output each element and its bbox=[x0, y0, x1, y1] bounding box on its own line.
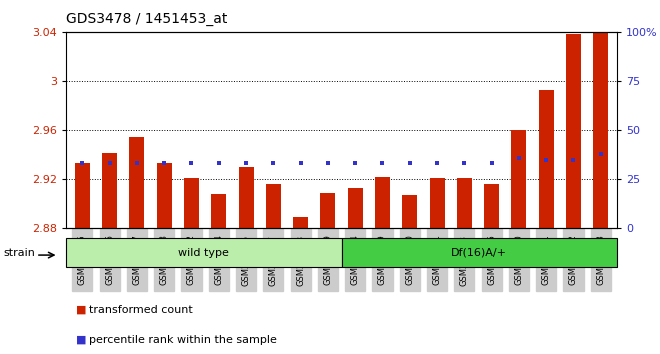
Bar bbox=[593, 32, 609, 228]
Bar bbox=[66, 238, 342, 267]
Bar bbox=[293, 217, 308, 228]
Text: strain: strain bbox=[3, 248, 35, 258]
Bar bbox=[484, 184, 499, 228]
Text: transformed count: transformed count bbox=[89, 305, 193, 315]
Bar bbox=[430, 178, 445, 228]
Bar bbox=[512, 130, 527, 228]
Text: ■: ■ bbox=[76, 335, 86, 345]
Bar bbox=[184, 178, 199, 228]
Bar bbox=[320, 193, 335, 228]
Bar bbox=[75, 163, 90, 228]
Bar bbox=[211, 194, 226, 228]
Bar bbox=[102, 153, 117, 228]
Bar bbox=[402, 195, 417, 228]
Bar bbox=[266, 184, 281, 228]
Bar bbox=[348, 188, 363, 228]
Bar bbox=[566, 34, 581, 228]
Bar bbox=[156, 163, 172, 228]
Bar bbox=[342, 238, 617, 267]
Text: ■: ■ bbox=[76, 305, 86, 315]
Text: percentile rank within the sample: percentile rank within the sample bbox=[89, 335, 277, 345]
Bar bbox=[457, 178, 472, 228]
Text: wild type: wild type bbox=[178, 248, 229, 258]
Bar bbox=[238, 167, 253, 228]
Bar bbox=[539, 90, 554, 228]
Text: Df(16)A/+: Df(16)A/+ bbox=[451, 248, 508, 258]
Bar bbox=[129, 137, 145, 228]
Text: GDS3478 / 1451453_at: GDS3478 / 1451453_at bbox=[66, 12, 228, 27]
Bar bbox=[375, 177, 390, 228]
